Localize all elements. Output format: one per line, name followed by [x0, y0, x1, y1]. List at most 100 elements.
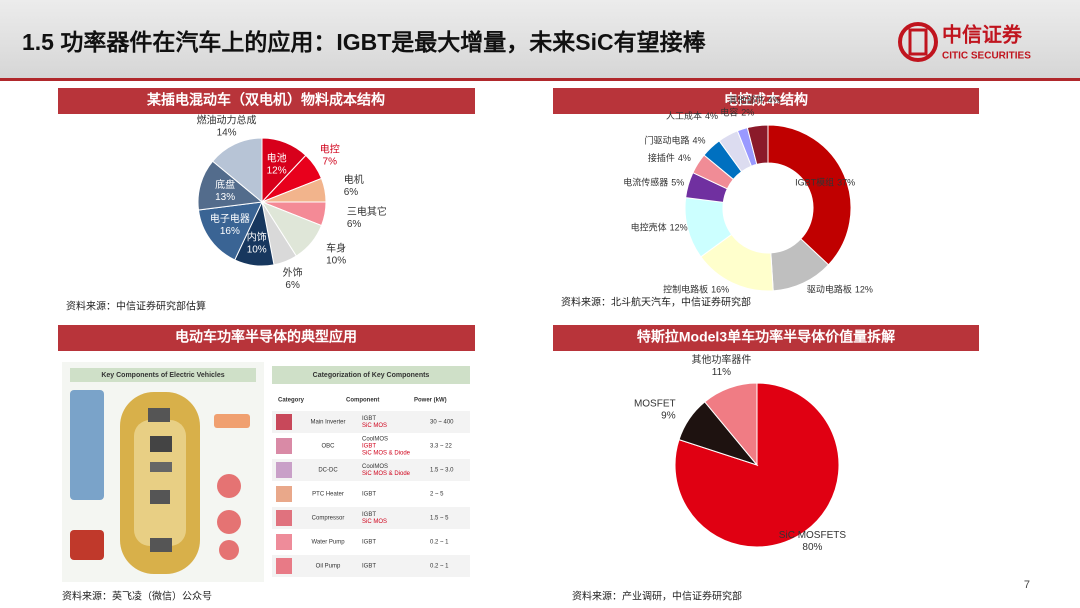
table-title: Categorization of Key Components [313, 372, 430, 379]
panel-title-bar [553, 325, 979, 351]
table-cell: 1.5 ~ 5 [430, 516, 449, 522]
category-label: 人工成本 [666, 110, 702, 121]
table-cell: 0.2 ~ 1 [430, 540, 449, 546]
table-cell: SiC MOS & Diode [362, 451, 411, 457]
value-label: 14% [217, 127, 237, 138]
table-row [272, 411, 470, 433]
slice-label: 燃油动力总成 [197, 113, 257, 126]
table-cell: IGBT [362, 444, 376, 450]
car-cabin [134, 420, 186, 546]
table-cell: PTC Heater [312, 492, 344, 498]
slice-label: 驱动电路板 12% [807, 284, 873, 295]
table-header-band [272, 366, 470, 384]
table-cell: SiC MOS [362, 423, 387, 429]
value-label: 7% [323, 157, 338, 168]
row-swatch [276, 462, 292, 478]
table-header-cell: Category [278, 398, 305, 404]
category-label: 电流传感器 [623, 177, 668, 188]
car-part [150, 462, 172, 472]
slice-label: 人工成本 4% [666, 110, 718, 121]
slice-label: 电子电器 [210, 212, 250, 225]
table-cell: CoolMOS [362, 464, 388, 470]
table-row [272, 459, 470, 481]
slice-label: 底盘 [215, 178, 235, 191]
table-row [272, 531, 470, 553]
slice-label: 电控壳体 12% [631, 222, 688, 233]
panel-title: 电动车功率半导体的典型应用 [175, 329, 357, 345]
slice-label: 电机 [344, 173, 364, 186]
slice [767, 124, 852, 266]
slice-label: SiC MOSFETS [779, 530, 847, 541]
value-label: 12% [855, 285, 873, 295]
table-cell: Main Inverter [310, 420, 345, 426]
table-cell: 30 ~ 400 [430, 420, 454, 426]
table-header-cell: Power (kW) [414, 398, 447, 404]
table-cell: SiC MOS [362, 519, 387, 525]
row-swatch [276, 534, 292, 550]
row-swatch [276, 558, 292, 574]
car-part [148, 408, 170, 422]
value-label: 12% [670, 223, 688, 233]
table-cell: 3.3 ~ 22 [430, 444, 453, 450]
slide-title: 1.5 功率器件在汽车上的应用：IGBT是最大增量，未来SiC有望接棒 [22, 29, 707, 55]
table-header-cell: Component [346, 398, 379, 404]
charts: 电池12%电控7%电机6%三电其它6%车身10%外饰6%内饰10%电子电器16%… [197, 94, 873, 553]
table-cell: 2 ~ 5 [430, 492, 444, 498]
category-label: 接插件 [648, 152, 675, 163]
table-cell: IGBT [362, 564, 376, 570]
slice [197, 201, 263, 261]
component-box [70, 390, 104, 500]
value-label: 6% [347, 219, 362, 230]
value-label: 10% [247, 245, 267, 256]
slice-label: 三电其它 [347, 205, 387, 218]
value-label: 4% [767, 95, 780, 105]
table-cell: CoolMOS [362, 437, 388, 443]
source-note: 资料来源：英飞凌（微信）公众号 [62, 590, 212, 603]
row-swatch [276, 486, 292, 502]
value-label: 5% [671, 178, 684, 188]
logo-mark [908, 28, 928, 56]
table-cell: Water Pump [311, 540, 345, 546]
slice-label: 车身 [326, 242, 346, 255]
table-row [272, 483, 470, 505]
slice-label: 内饰 [247, 231, 267, 244]
table-cell: IGBT [362, 416, 376, 422]
slice-label: 电池 [267, 152, 287, 165]
slice-label: 接插件 4% [648, 152, 691, 163]
value-label: 6% [344, 187, 359, 198]
category-label: 其他部件 [728, 94, 764, 105]
slice [211, 137, 263, 204]
component-icon [219, 540, 239, 560]
value-label: 4% [692, 136, 705, 146]
slice-label: IGBT模组 37% [795, 177, 855, 188]
table-cell: DC-DC [318, 468, 338, 474]
source-note: 资料来源：产业调研，中信证券研究部 [572, 590, 742, 603]
category-label: 电控壳体 [631, 222, 667, 233]
value-label: 12% [267, 166, 287, 177]
table-cell: IGBT [362, 492, 376, 498]
slice-label: 电容 2% [720, 107, 754, 118]
table-row [272, 507, 470, 529]
component-box [214, 414, 250, 428]
category-label: 门驱动电路 [644, 135, 689, 146]
slice-label: 电流传感器 5% [623, 177, 684, 188]
panel-title-bar [58, 325, 475, 351]
table-cell: IGBT [362, 540, 376, 546]
panel-title-bar [553, 88, 979, 114]
category-label: 驱动电路板 [807, 284, 852, 295]
value-label: 37% [837, 178, 855, 188]
value-label: 16% [711, 285, 729, 295]
value-label: 16% [220, 226, 240, 237]
category-label: IGBT模组 [795, 177, 834, 188]
panel-title: 特斯拉Model3单车功率半导体价值量拆解 [637, 329, 895, 345]
value-label: 80% [802, 542, 822, 553]
table-row [272, 435, 470, 457]
diagram-title: Key Components of Electric Vehicles [101, 372, 224, 379]
slice-label: MOSFET [634, 398, 676, 409]
slice-label: 电控 [320, 143, 340, 156]
value-label: 11% [712, 367, 731, 378]
value-label: 13% [215, 192, 235, 203]
value-label: 9% [661, 410, 676, 421]
